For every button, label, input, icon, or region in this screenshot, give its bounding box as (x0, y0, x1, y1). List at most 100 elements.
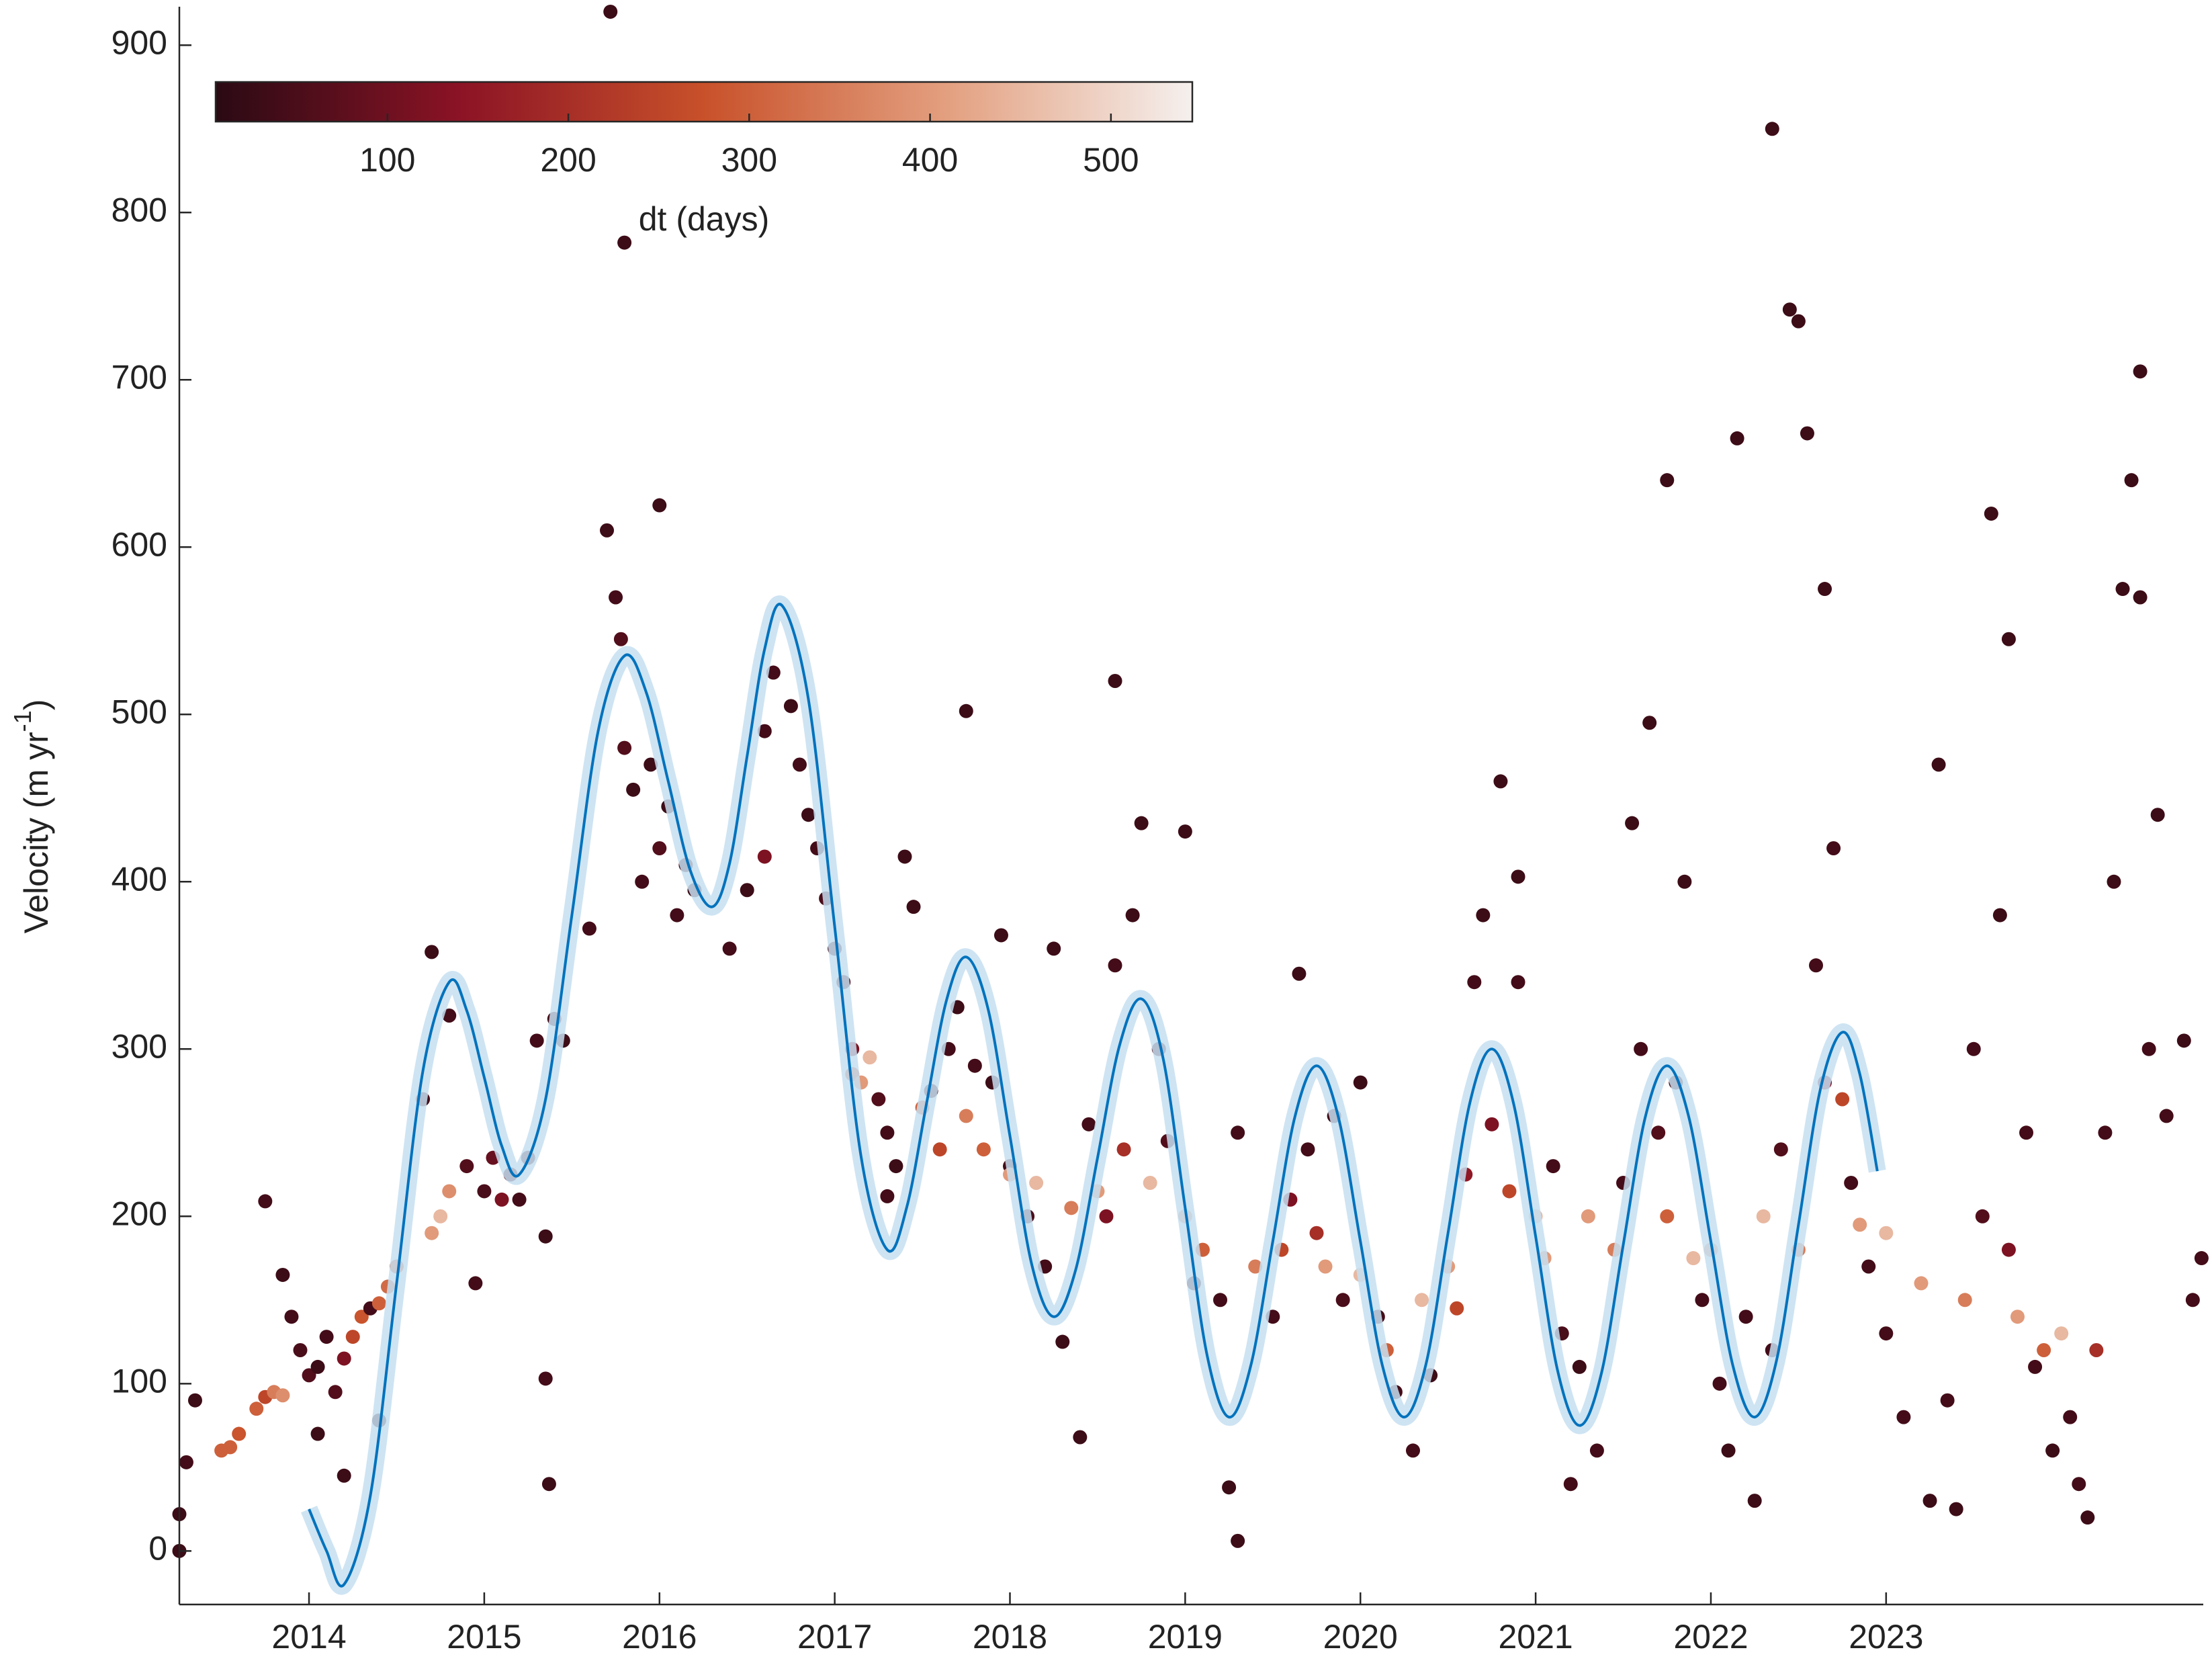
point (2054, 1326, 2069, 1341)
y-tick-label: 100 (112, 1363, 167, 1400)
point (1896, 1410, 1911, 1424)
point (442, 1009, 457, 1023)
point (2176, 1033, 2191, 1048)
point (1099, 1209, 1114, 1224)
point (976, 1142, 991, 1157)
x-tick-label: 2015 (447, 1618, 521, 1656)
point (1222, 1480, 1237, 1495)
point (2124, 473, 2139, 488)
point (459, 1159, 474, 1174)
point (1756, 1209, 1771, 1224)
colorbar-tick-label: 100 (359, 141, 415, 179)
point (2089, 1343, 2104, 1358)
colorbar (214, 81, 1194, 123)
point (1738, 1310, 1753, 1324)
point (1248, 1259, 1263, 1274)
point (2107, 874, 2121, 889)
y-tick-label: 300 (112, 1028, 167, 1066)
point (232, 1426, 247, 1441)
point (792, 757, 807, 772)
point (1546, 1159, 1560, 1174)
point (2072, 1477, 2086, 1492)
point (302, 1368, 316, 1383)
point (1931, 757, 1946, 772)
point (425, 945, 439, 959)
point (670, 908, 684, 923)
point (1231, 1125, 1245, 1140)
point (512, 1192, 527, 1207)
point (1108, 673, 1122, 688)
x-tick-label: 2014 (271, 1618, 346, 1656)
point (2133, 364, 2148, 379)
point (1966, 1041, 1981, 1056)
point (2037, 1343, 2051, 1358)
point (2063, 1410, 2078, 1424)
point (1335, 1293, 1350, 1308)
point (1213, 1293, 1228, 1308)
point (2080, 1510, 2095, 1525)
point (652, 498, 667, 513)
fit-band (301, 595, 1886, 1595)
point (1922, 1494, 1937, 1508)
point (626, 782, 641, 797)
point (740, 883, 754, 898)
y-axis-label: Velocity (m yr-1) (9, 699, 56, 934)
point (603, 4, 618, 19)
point (1686, 1251, 1701, 1266)
point (249, 1402, 264, 1416)
point (1721, 1443, 1736, 1458)
point (494, 1192, 509, 1207)
x-tick-label: 2021 (1498, 1618, 1573, 1656)
point (880, 1189, 895, 1203)
point (179, 1455, 193, 1469)
point (538, 1371, 553, 1386)
point (1949, 1502, 1963, 1516)
y-axis-label-text: Velocity (m yr (17, 732, 55, 933)
point (932, 1142, 947, 1157)
point (1651, 1125, 1666, 1140)
point (1134, 816, 1149, 830)
point (1563, 1477, 1578, 1492)
point (2185, 1293, 2200, 1308)
point (1572, 1359, 1587, 1374)
point (1625, 816, 1640, 830)
point (652, 841, 667, 855)
x-tick-label: 2018 (973, 1618, 1047, 1656)
point (2001, 1242, 2016, 1257)
point (1581, 1209, 1595, 1224)
point (600, 523, 615, 538)
point (1835, 1092, 1850, 1107)
point (1143, 1176, 1157, 1191)
point (1975, 1209, 1990, 1224)
point (1747, 1494, 1762, 1508)
point (275, 1267, 290, 1282)
point (1108, 958, 1122, 973)
point (1405, 1443, 1420, 1458)
point (993, 928, 1008, 943)
y-tick-label: 0 (148, 1530, 167, 1568)
point (871, 1092, 886, 1107)
point (310, 1359, 325, 1374)
point (1808, 958, 1823, 973)
point (223, 1440, 238, 1455)
point (1125, 908, 1140, 923)
point (1073, 1430, 1088, 1445)
point (1765, 122, 1779, 136)
point (2141, 1041, 2156, 1056)
point (1029, 1176, 1044, 1191)
point (1782, 302, 1797, 317)
point (967, 1058, 982, 1073)
point (433, 1209, 448, 1224)
y-tick-label: 500 (112, 693, 167, 730)
x-tick-label: 2017 (797, 1618, 872, 1656)
y-axis-label-sup: -1 (9, 710, 36, 732)
x-tick-label: 2023 (1849, 1618, 1923, 1656)
point (2159, 1109, 2174, 1123)
colorbar-tick-label: 400 (902, 141, 958, 179)
point (2150, 808, 2165, 822)
point (371, 1296, 386, 1311)
point (1081, 1117, 1096, 1131)
point (897, 849, 912, 864)
point (293, 1343, 308, 1358)
point (722, 941, 737, 956)
